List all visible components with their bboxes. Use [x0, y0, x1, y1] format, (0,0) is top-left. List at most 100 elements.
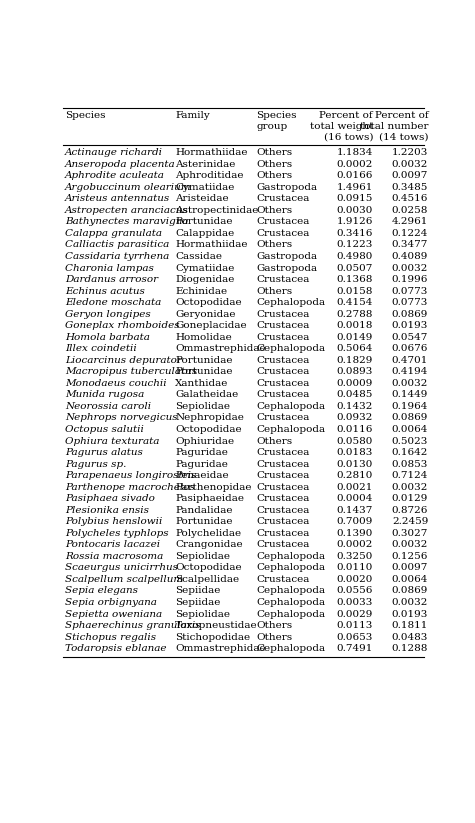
Text: Pagurus alatus: Pagurus alatus: [65, 448, 143, 457]
Text: Cephalopoda: Cephalopoda: [256, 298, 325, 307]
Text: 0.4089: 0.4089: [392, 252, 428, 261]
Text: 0.0507: 0.0507: [337, 263, 373, 272]
Text: Geryonidae: Geryonidae: [175, 309, 236, 319]
Text: Family: Family: [175, 111, 210, 120]
Text: Dardanus arrosor: Dardanus arrosor: [65, 275, 158, 284]
Text: 0.1368: 0.1368: [337, 275, 373, 284]
Text: Cephalopoda: Cephalopoda: [256, 610, 325, 619]
Text: 0.0556: 0.0556: [337, 587, 373, 596]
Text: 0.0869: 0.0869: [392, 309, 428, 319]
Text: Polybius henslowii: Polybius henslowii: [65, 518, 162, 526]
Text: 0.1811: 0.1811: [392, 621, 428, 630]
Text: Octopodidae: Octopodidae: [175, 298, 242, 307]
Text: Actinauge richardi: Actinauge richardi: [65, 148, 163, 157]
Text: 0.1829: 0.1829: [337, 356, 373, 365]
Text: Parthenope macrochelos: Parthenope macrochelos: [65, 482, 195, 491]
Text: Calappa granulata: Calappa granulata: [65, 229, 162, 238]
Text: 0.1642: 0.1642: [392, 448, 428, 457]
Text: Crustacea: Crustacea: [256, 575, 310, 584]
Text: Gastropoda: Gastropoda: [256, 183, 317, 192]
Text: Cassidae: Cassidae: [175, 252, 222, 261]
Text: Polychelidae: Polychelidae: [175, 529, 241, 537]
Text: Crustacea: Crustacea: [256, 448, 310, 457]
Text: 0.0485: 0.0485: [337, 390, 373, 399]
Text: Cephalopoda: Cephalopoda: [256, 598, 325, 607]
Text: Pandalidae: Pandalidae: [175, 505, 233, 514]
Text: 0.0183: 0.0183: [337, 448, 373, 457]
Text: Gastropoda: Gastropoda: [256, 263, 317, 272]
Text: 0.1964: 0.1964: [392, 402, 428, 411]
Text: 0.0020: 0.0020: [337, 575, 373, 584]
Text: Portunidae: Portunidae: [175, 367, 233, 376]
Text: Cephalopoda: Cephalopoda: [256, 552, 325, 560]
Text: Xanthidae: Xanthidae: [175, 379, 228, 388]
Text: 0.0033: 0.0033: [337, 598, 373, 607]
Text: Anseropoda placenta: Anseropoda placenta: [65, 160, 176, 169]
Text: 0.0032: 0.0032: [392, 263, 428, 272]
Text: 0.7124: 0.7124: [392, 471, 428, 480]
Text: 0.0064: 0.0064: [392, 575, 428, 584]
Text: Cephalopoda: Cephalopoda: [256, 344, 325, 353]
Text: 0.0032: 0.0032: [392, 482, 428, 491]
Text: Crustacea: Crustacea: [256, 494, 310, 503]
Text: Echinus acutus: Echinus acutus: [65, 286, 145, 295]
Text: Cephalopoda: Cephalopoda: [256, 644, 325, 653]
Text: 0.0166: 0.0166: [337, 171, 373, 180]
Text: Cymatiidae: Cymatiidae: [175, 263, 235, 272]
Text: 0.5064: 0.5064: [337, 344, 373, 353]
Text: 0.0193: 0.0193: [392, 610, 428, 619]
Text: Crustacea: Crustacea: [256, 194, 310, 203]
Text: Macropipus tuberculatus: Macropipus tuberculatus: [65, 367, 197, 376]
Text: Crustacea: Crustacea: [256, 356, 310, 365]
Text: 0.4701: 0.4701: [392, 356, 428, 365]
Text: Munida rugosa: Munida rugosa: [65, 390, 144, 399]
Text: Stichopodidae: Stichopodidae: [175, 633, 250, 642]
Text: Parapenaeus longirostris: Parapenaeus longirostris: [65, 471, 196, 480]
Text: Gastropoda: Gastropoda: [256, 252, 317, 261]
Text: Others: Others: [256, 436, 293, 445]
Text: Others: Others: [256, 206, 293, 215]
Text: 0.0773: 0.0773: [392, 298, 428, 307]
Text: Homola barbata: Homola barbata: [65, 332, 150, 342]
Text: 0.1256: 0.1256: [392, 552, 428, 560]
Text: Octopodidae: Octopodidae: [175, 564, 242, 572]
Text: Polycheles typhlops: Polycheles typhlops: [65, 529, 169, 537]
Text: Crustacea: Crustacea: [256, 217, 310, 226]
Text: 0.0116: 0.0116: [337, 425, 373, 434]
Text: Crustacea: Crustacea: [256, 332, 310, 342]
Text: 0.0193: 0.0193: [392, 321, 428, 330]
Text: Sepiolidae: Sepiolidae: [175, 402, 230, 411]
Text: 1.9126: 1.9126: [337, 217, 373, 226]
Text: 0.2788: 0.2788: [337, 309, 373, 319]
Text: Crustacea: Crustacea: [256, 379, 310, 388]
Text: Crustacea: Crustacea: [256, 229, 310, 238]
Text: Neorossia caroli: Neorossia caroli: [65, 402, 151, 411]
Text: 0.0110: 0.0110: [337, 564, 373, 572]
Text: 0.0580: 0.0580: [337, 436, 373, 445]
Text: 1.4961: 1.4961: [337, 183, 373, 192]
Text: Toxopneustidae: Toxopneustidae: [175, 621, 258, 630]
Text: Ommastrephidae: Ommastrephidae: [175, 344, 266, 353]
Text: 0.0097: 0.0097: [392, 171, 428, 180]
Text: 1.1834: 1.1834: [337, 148, 373, 157]
Text: 0.1288: 0.1288: [392, 644, 428, 653]
Text: Crustacea: Crustacea: [256, 413, 310, 422]
Text: 0.0064: 0.0064: [392, 425, 428, 434]
Text: Charonia lampas: Charonia lampas: [65, 263, 154, 272]
Text: Crustacea: Crustacea: [256, 505, 310, 514]
Text: 0.0869: 0.0869: [392, 587, 428, 596]
Text: 0.4516: 0.4516: [392, 194, 428, 203]
Text: 0.0130: 0.0130: [337, 459, 373, 468]
Text: Crustacea: Crustacea: [256, 482, 310, 491]
Text: Others: Others: [256, 148, 293, 157]
Text: Goneplacidae: Goneplacidae: [175, 321, 247, 330]
Text: Aphroditidae: Aphroditidae: [175, 171, 244, 180]
Text: Paguridae: Paguridae: [175, 448, 228, 457]
Text: Crustacea: Crustacea: [256, 275, 310, 284]
Text: 0.0030: 0.0030: [337, 206, 373, 215]
Text: 0.2810: 0.2810: [337, 471, 373, 480]
Text: Hormathiidae: Hormathiidae: [175, 240, 248, 249]
Text: 0.0932: 0.0932: [337, 413, 373, 422]
Text: Pasiphaeidae: Pasiphaeidae: [175, 494, 244, 503]
Text: Cephalopoda: Cephalopoda: [256, 402, 325, 411]
